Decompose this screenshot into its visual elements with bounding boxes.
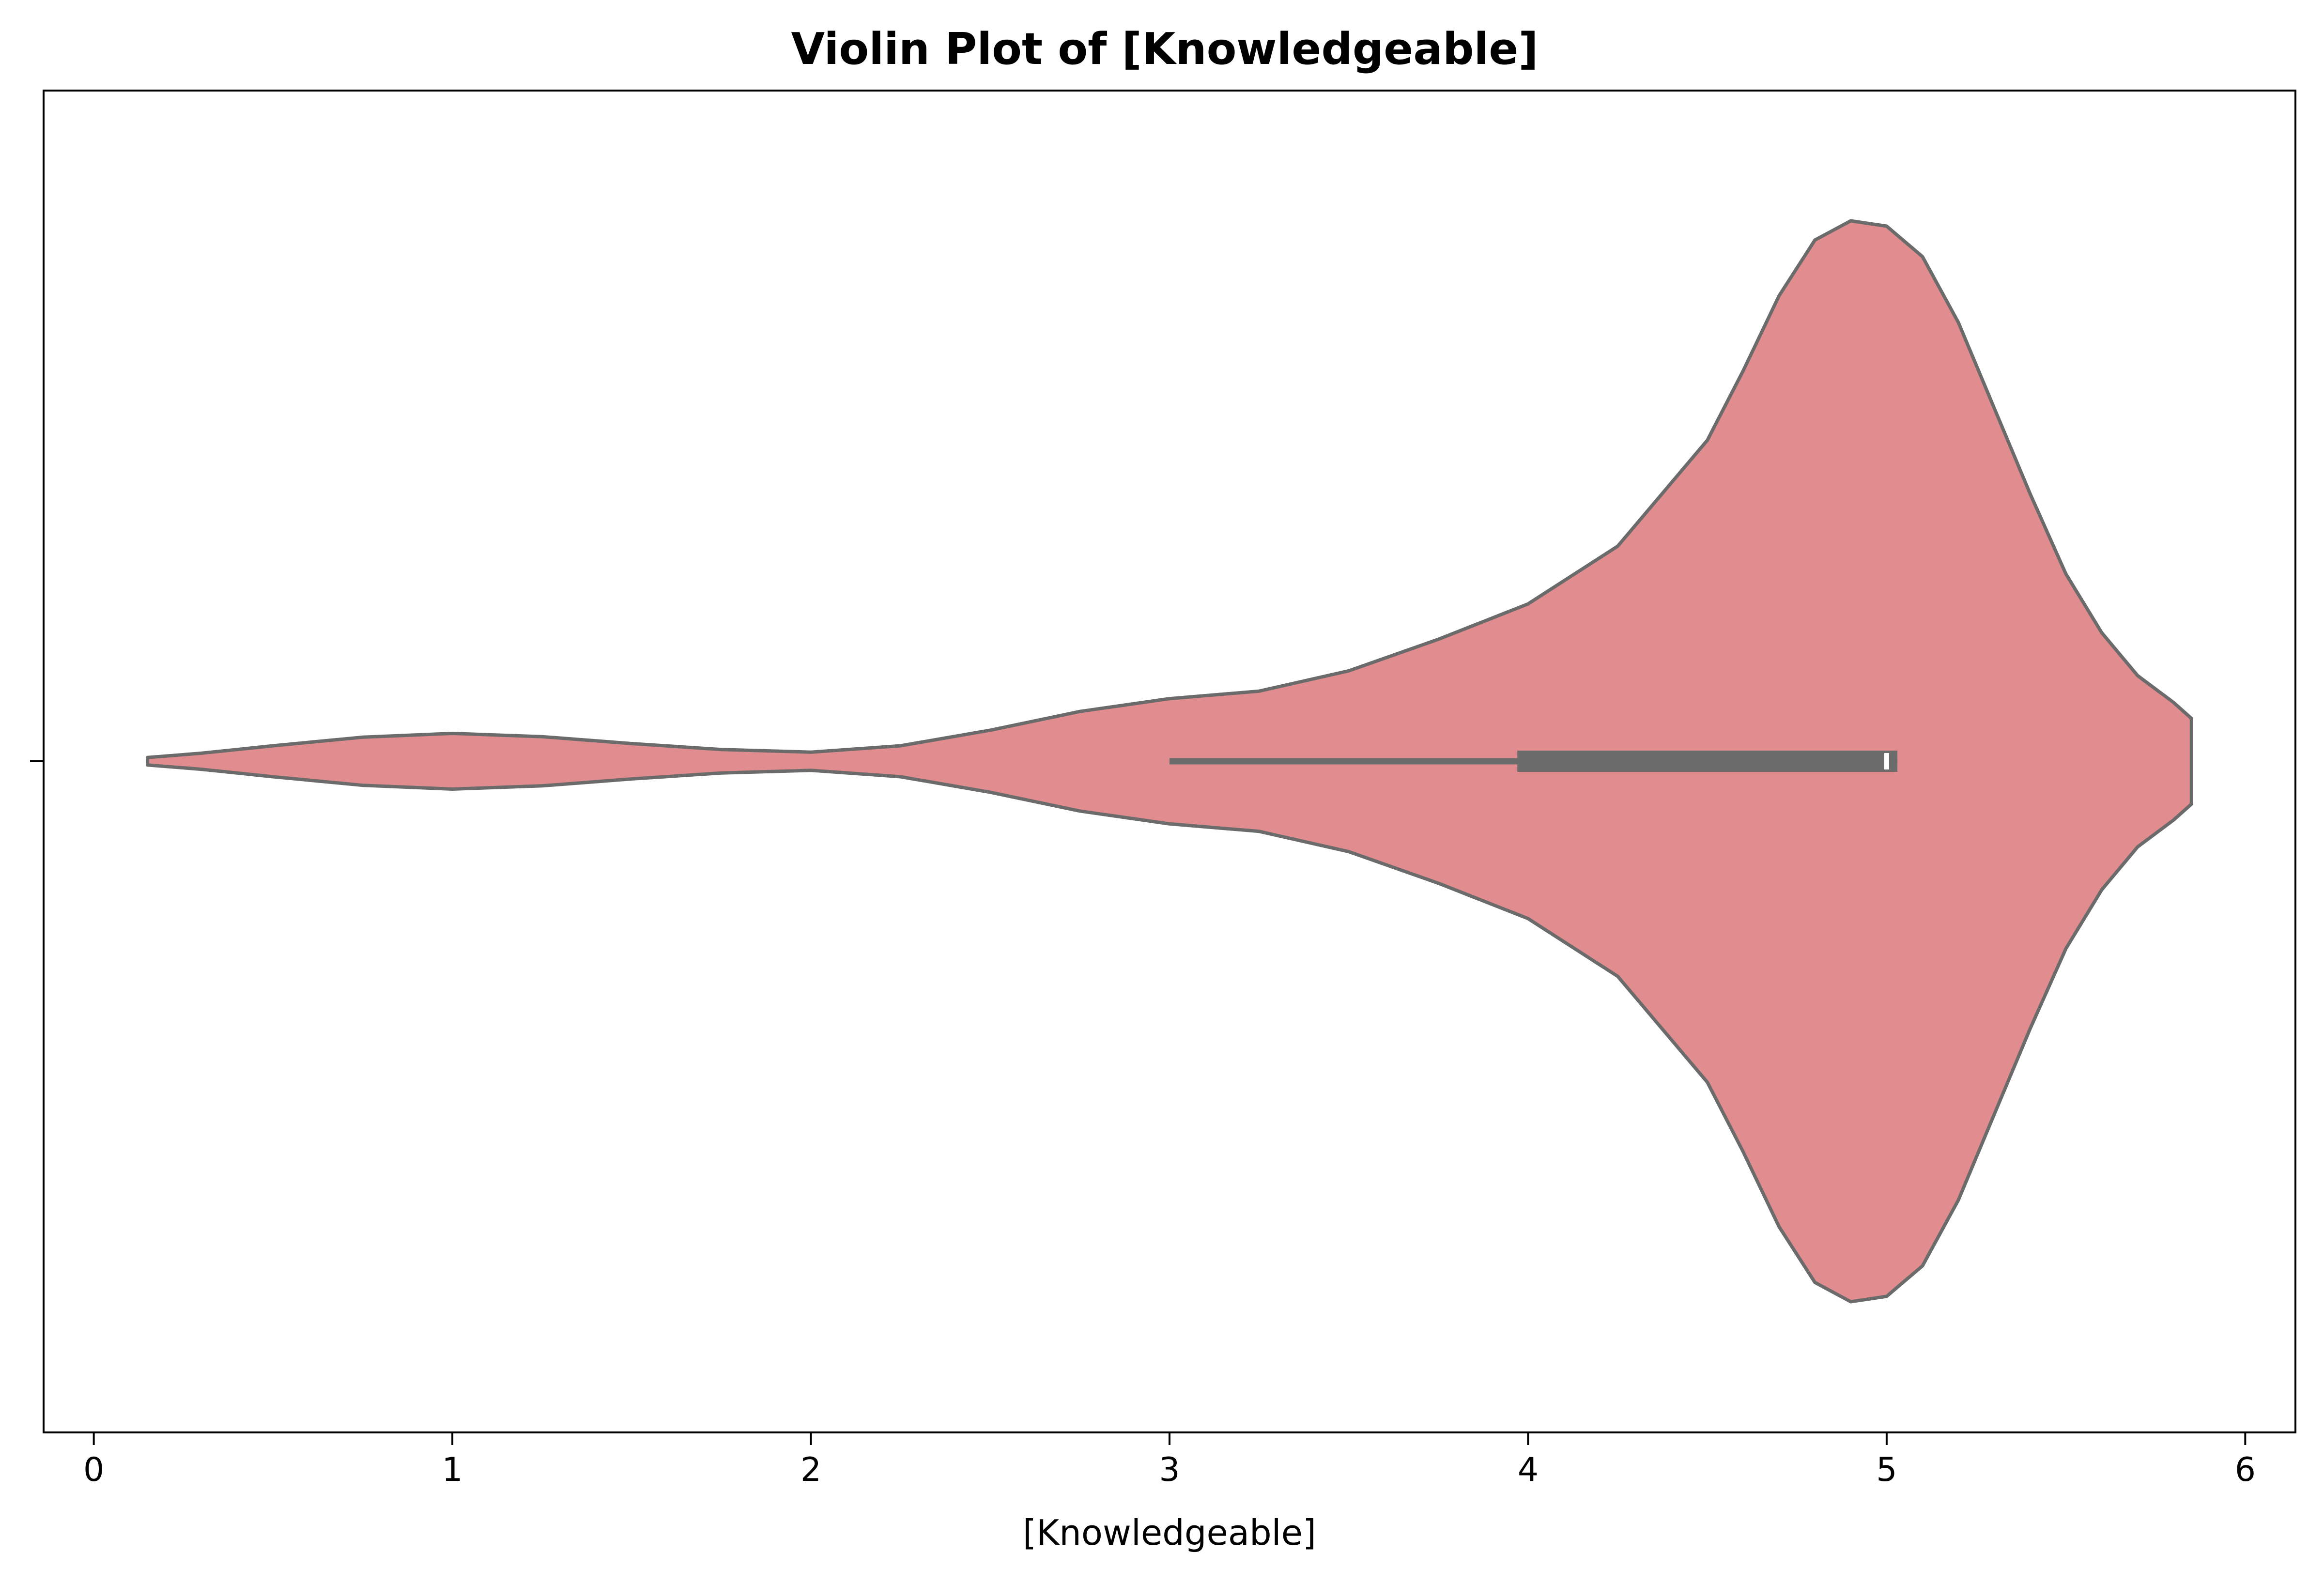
x-axis-label: [Knowledgeable] xyxy=(1023,1512,1316,1553)
x-tick-label: 0 xyxy=(83,1451,104,1489)
iqr-box xyxy=(1517,751,1898,772)
x-tick-label: 6 xyxy=(2235,1451,2256,1489)
x-tick-label: 1 xyxy=(442,1451,462,1489)
x-axis: 0 1 2 3 4 5 6 xyxy=(83,1432,2256,1489)
chart-title: Violin Plot of [Knowledgeable] xyxy=(791,24,1538,75)
x-tick-label: 2 xyxy=(800,1451,821,1489)
x-tick-label: 4 xyxy=(1518,1451,1539,1489)
x-tick-label: 3 xyxy=(1159,1451,1180,1489)
box-layer xyxy=(1170,751,1898,772)
median-marker xyxy=(1884,753,1889,769)
x-tick-label: 5 xyxy=(1876,1451,1897,1489)
